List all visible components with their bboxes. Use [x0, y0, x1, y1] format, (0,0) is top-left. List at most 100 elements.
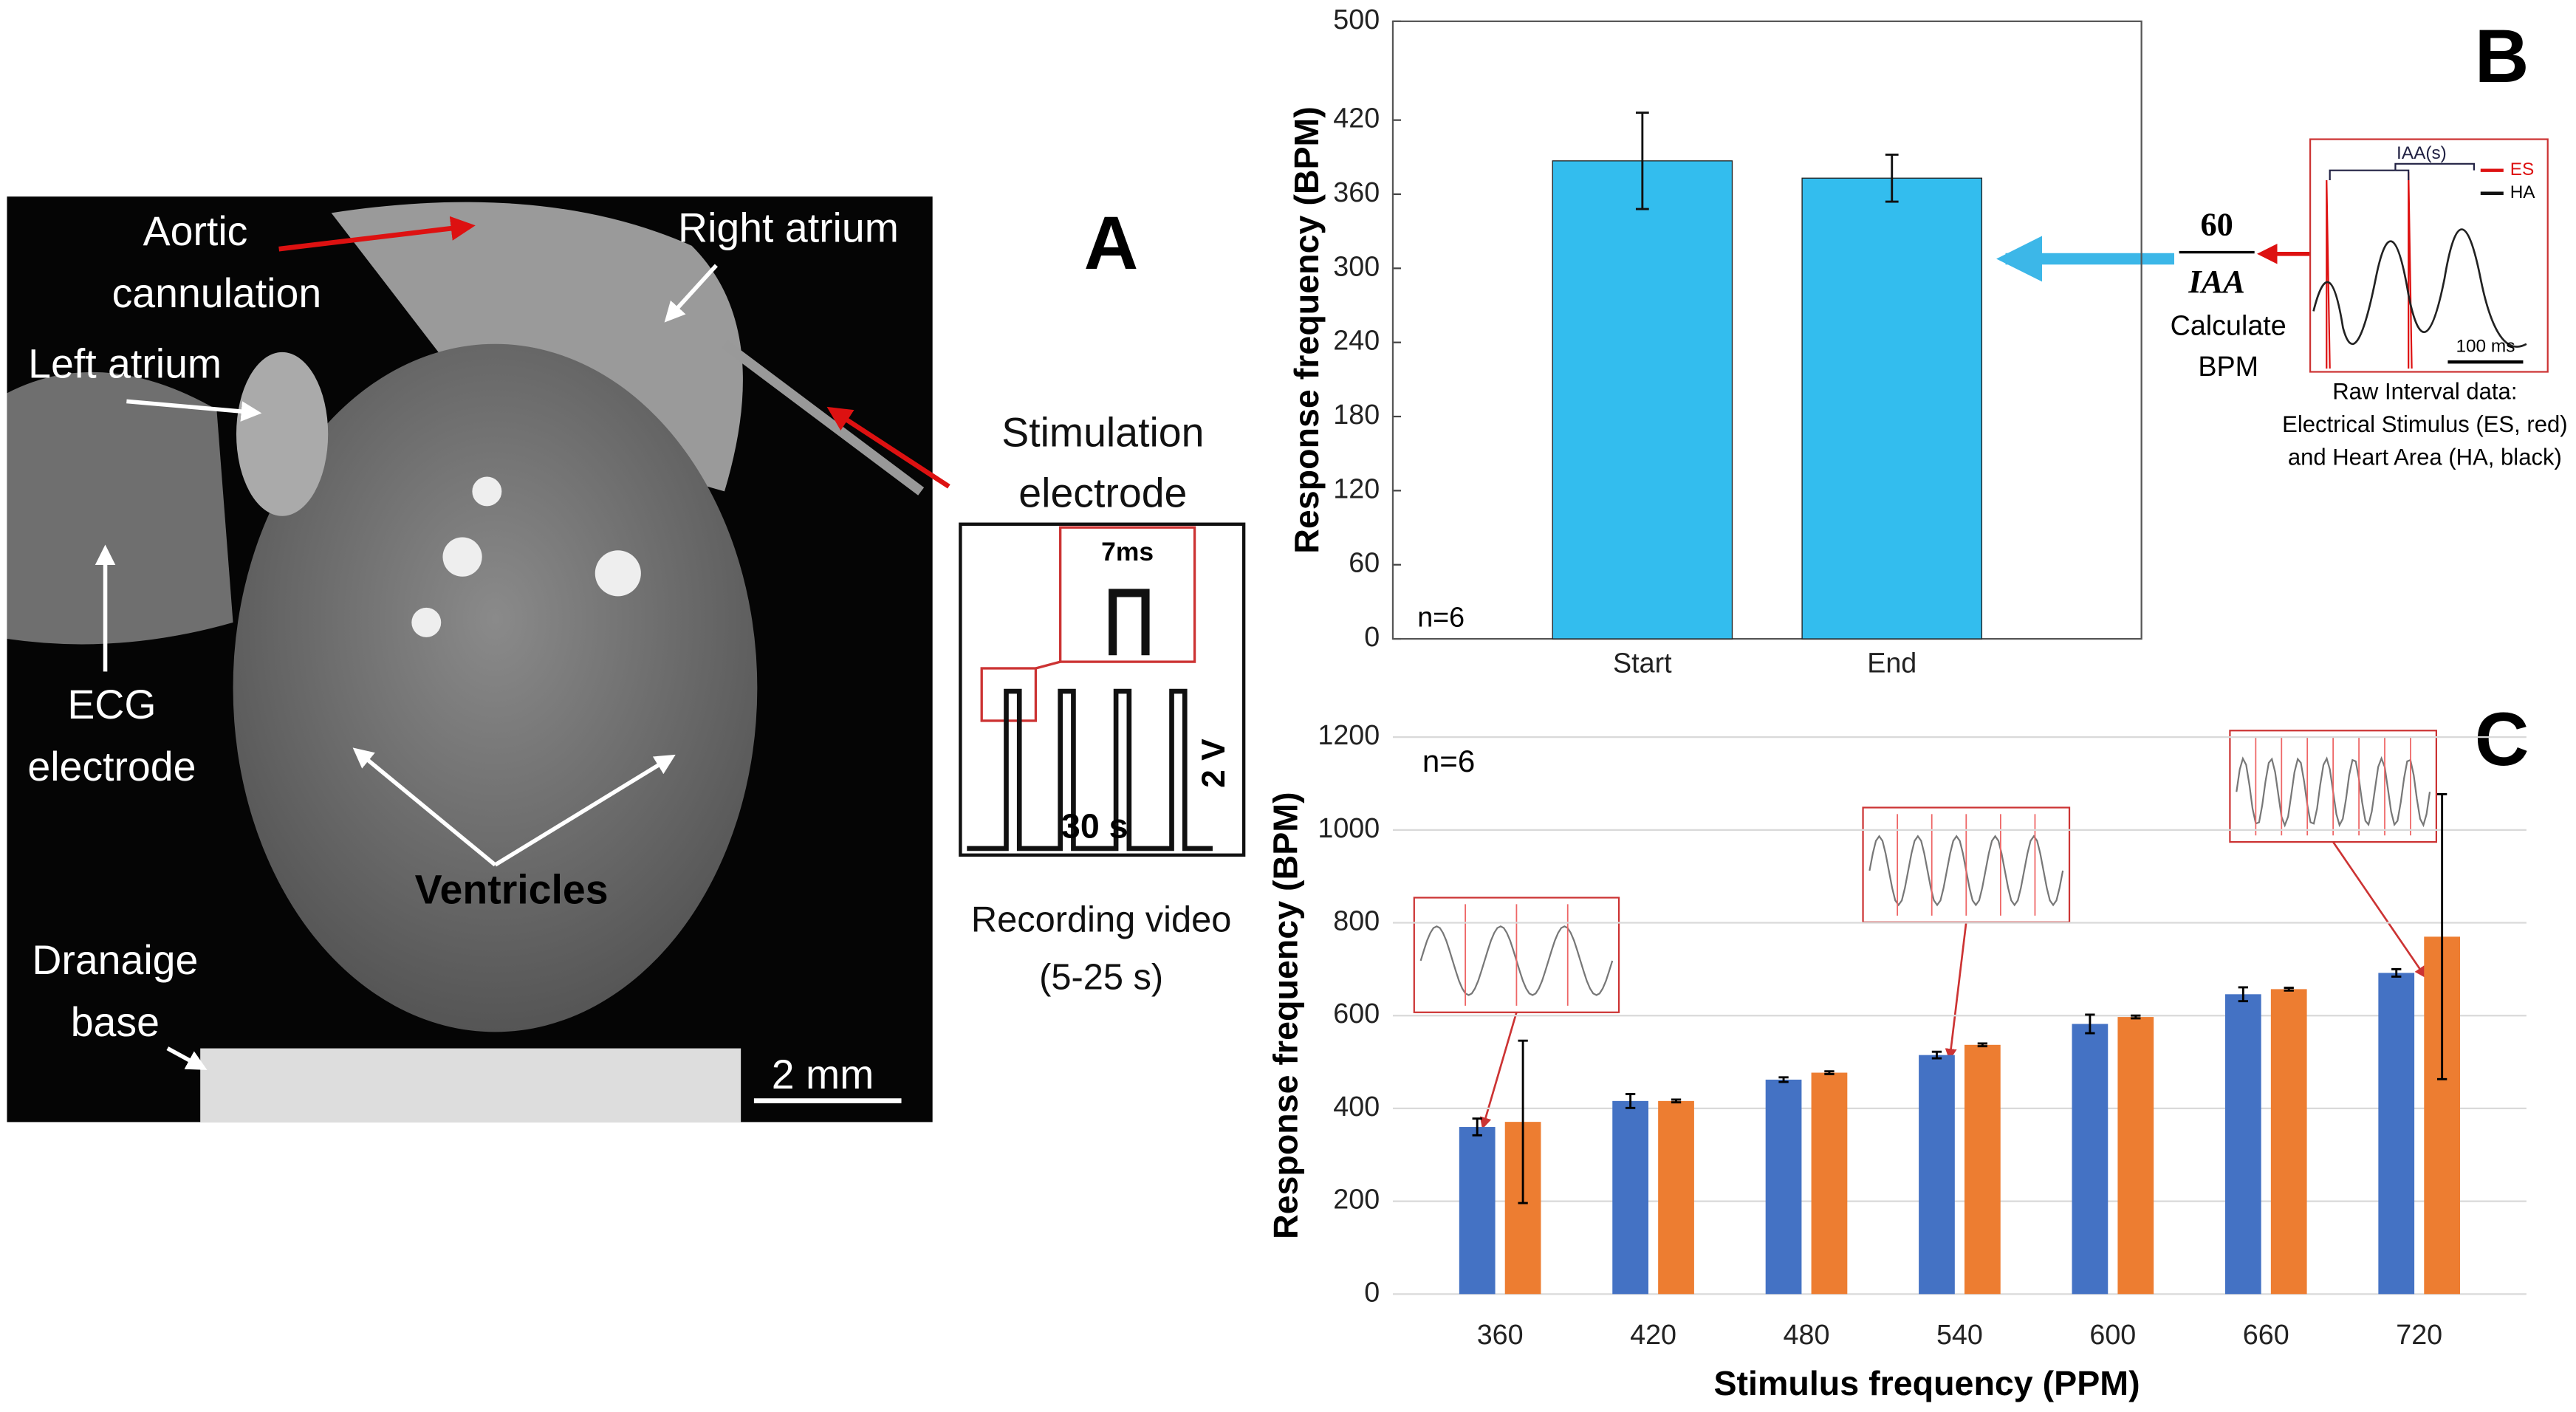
error-bar — [1778, 1076, 1789, 1083]
x-tick-label: Start — [1613, 648, 1672, 679]
annotation: Dranaige — [32, 937, 198, 983]
annotation: 2 V — [1196, 738, 1232, 788]
annotation: and Heart Area (HA, black) — [2288, 444, 2562, 470]
error-bar — [2085, 1013, 2095, 1035]
bar — [1919, 1055, 1955, 1295]
y-tick-label: 0 — [1364, 1276, 1380, 1307]
y-tick-label: 300 — [1333, 250, 1380, 281]
x-tick-label: 420 — [1630, 1319, 1676, 1350]
annotation: BPM — [2198, 351, 2258, 382]
inset-arrow — [1479, 1012, 1518, 1130]
stimulation-schematic: Stimulation electrode 7ms 2 V 30 s Recor… — [959, 410, 1246, 997]
schematic-box — [959, 522, 1246, 857]
bar — [1459, 1127, 1496, 1295]
annotation: ECG — [67, 682, 156, 727]
y-tick-label: 60 — [1349, 547, 1380, 578]
inset-box — [2309, 138, 2549, 373]
annotation: Stimulation — [1001, 410, 1204, 456]
drainage-base-shape — [200, 1048, 741, 1123]
y-tick-label: 240 — [1333, 325, 1380, 356]
annotation: electrode — [27, 744, 196, 789]
annotation: cannulation — [112, 270, 322, 316]
legend-label: HA — [2510, 182, 2536, 202]
y-tick-label: 600 — [1333, 998, 1380, 1029]
annotation: (5-25 s) — [1039, 957, 1163, 997]
annotation: Raw Interval data: — [2332, 379, 2517, 405]
annotation: Calculate — [2171, 310, 2286, 341]
annotation: IAA(s) — [2397, 143, 2447, 163]
error-bar — [1472, 1117, 1482, 1137]
formula-denominator: IAA — [2188, 263, 2244, 300]
x-tick-label: 600 — [2089, 1319, 2136, 1350]
bar — [1964, 1044, 2001, 1295]
y-tick-label: 360 — [1333, 176, 1380, 208]
x-tick-label: 720 — [2396, 1319, 2442, 1350]
y-tick-label: 0 — [1364, 621, 1380, 652]
error-bar — [1518, 1039, 1528, 1204]
bar — [1765, 1079, 1802, 1295]
error-bar — [2391, 967, 2402, 978]
annotation: Right atrium — [678, 205, 899, 250]
error-bar — [1635, 112, 1649, 210]
error-bar — [2131, 1014, 2141, 1020]
panel-label: C — [2475, 697, 2529, 781]
y-tick-label: 400 — [1333, 1091, 1380, 1122]
error-bar — [1977, 1042, 1988, 1048]
y-axis-title: Response frequency (BPM) — [1287, 106, 1326, 554]
y-tick-label: 200 — [1333, 1184, 1380, 1215]
x-tick-label: End — [1867, 648, 1916, 679]
bar — [2270, 989, 2307, 1295]
panel-label: B — [2475, 14, 2529, 98]
annotation: base — [71, 999, 160, 1045]
inset-arrow — [1945, 922, 1967, 1061]
heart — [233, 343, 758, 1032]
annotation: n=6 — [1422, 744, 1475, 778]
y-tick-label: 420 — [1333, 103, 1380, 134]
bar — [2224, 994, 2261, 1295]
bar — [2117, 1017, 2154, 1295]
error-bar — [2284, 987, 2294, 992]
formula-numerator: 60 — [2200, 206, 2233, 243]
error-bar — [1671, 1098, 1682, 1104]
annotation: 7ms — [1101, 537, 1154, 566]
y-axis-title: Response frequency (BPM) — [1266, 792, 1304, 1239]
error-bar — [1931, 1050, 1942, 1060]
annotation: Ventricles — [415, 867, 609, 913]
annotation: Aortic — [143, 208, 248, 254]
photo-panel: Aortic cannulation Right atrium Left atr… — [7, 196, 950, 1123]
x-tick-label: 660 — [2243, 1319, 2289, 1350]
x-tick-label: 480 — [1784, 1319, 1830, 1350]
bar — [1552, 160, 1733, 640]
bpm-inset: 60 IAA Calculate BPM IAA(s) ES HA 100 ms… — [1996, 138, 2568, 470]
bar — [1811, 1072, 1848, 1295]
legend-label: ES — [2510, 160, 2535, 179]
annotation: n=6 — [1417, 601, 1465, 632]
bar — [2072, 1024, 2109, 1295]
error-bar — [1824, 1070, 1835, 1075]
bar — [1658, 1100, 1694, 1295]
annotation: Left atrium — [28, 340, 222, 386]
waveform-insets — [1413, 730, 2437, 1130]
panel-label: A — [1084, 201, 1139, 285]
error-bar — [2238, 986, 2248, 1003]
electrode-wire — [721, 340, 925, 496]
annotation: Electrical Stimulus (ES, red) — [2282, 411, 2567, 437]
error-bar — [2436, 793, 2447, 1080]
y-tick-label: 500 — [1333, 4, 1380, 35]
x-axis-title: Stimulus frequency (PPM) — [1713, 1364, 2140, 1402]
x-tick-label: 360 — [1477, 1319, 1524, 1350]
left-atrium-shape — [236, 352, 329, 516]
y-tick-label: 1200 — [1318, 719, 1380, 750]
error-bar — [1625, 1092, 1636, 1109]
bar — [1612, 1100, 1648, 1295]
scale-bar-label: 2 mm — [772, 1052, 874, 1097]
inset-arrow — [2332, 841, 2427, 979]
y-tick-label: 1000 — [1318, 812, 1380, 843]
y-tick-label: 180 — [1333, 399, 1380, 430]
error-bar — [1885, 154, 1899, 203]
plot-frame — [1391, 20, 2142, 640]
annotation: 30 s — [1061, 807, 1128, 846]
bar — [1801, 177, 1983, 640]
y-tick-label: 800 — [1333, 905, 1380, 936]
